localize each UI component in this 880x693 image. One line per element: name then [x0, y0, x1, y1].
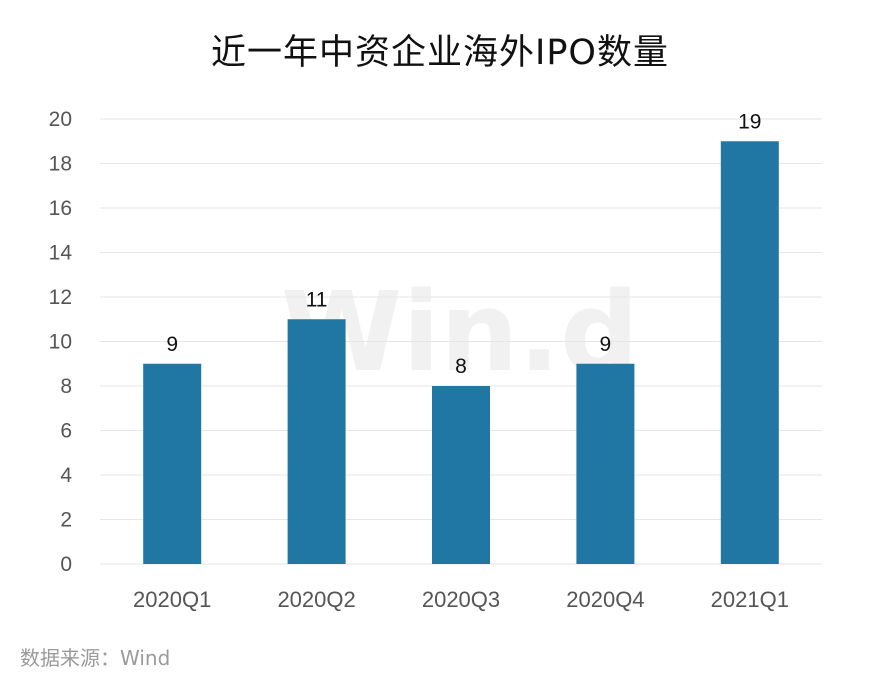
data-label: 8 [455, 355, 467, 378]
y-tick-label: 2 [60, 509, 72, 532]
y-tick-label: 10 [49, 331, 72, 354]
y-tick-label: 8 [60, 375, 72, 398]
x-tick-label: 2020Q2 [277, 587, 355, 612]
data-label: 9 [600, 333, 612, 356]
bar-2020q4 [576, 363, 635, 564]
y-tick-label: 20 [49, 108, 72, 131]
bar-2020q1 [143, 363, 202, 564]
x-tick-label: 2021Q1 [711, 587, 789, 612]
grid-lines [100, 118, 822, 565]
y-tick-label: 16 [49, 197, 72, 220]
y-tick-label: 4 [60, 464, 72, 487]
y-tick-label: 18 [49, 153, 72, 176]
x-axis-ticks: 2020Q1 2020Q2 2020Q3 2020Q4 2021Q1 [133, 587, 789, 612]
bar-2020q2 [287, 319, 346, 564]
y-axis-ticks: 0 2 4 6 8 10 12 14 16 18 20 [49, 108, 73, 576]
source-note: 数据来源：Wind [20, 646, 171, 670]
y-tick-label: 6 [60, 420, 72, 443]
y-tick-label: 0 [60, 553, 72, 576]
data-labels: 9 11 8 9 19 [166, 110, 761, 378]
chart-title: 近一年中资企业海外IPO数量 [211, 33, 669, 73]
x-tick-label: 2020Q1 [133, 587, 211, 612]
data-label: 9 [166, 333, 178, 356]
data-label: 11 [306, 288, 328, 311]
y-tick-label: 14 [49, 242, 73, 265]
x-tick-label: 2020Q4 [566, 587, 644, 612]
x-tick-label: 2020Q3 [422, 587, 500, 612]
data-label: 19 [738, 110, 761, 133]
bars [143, 141, 779, 564]
bar-2020q3 [432, 386, 490, 564]
bar-2021q1 [720, 141, 779, 564]
y-tick-label: 12 [49, 286, 72, 309]
